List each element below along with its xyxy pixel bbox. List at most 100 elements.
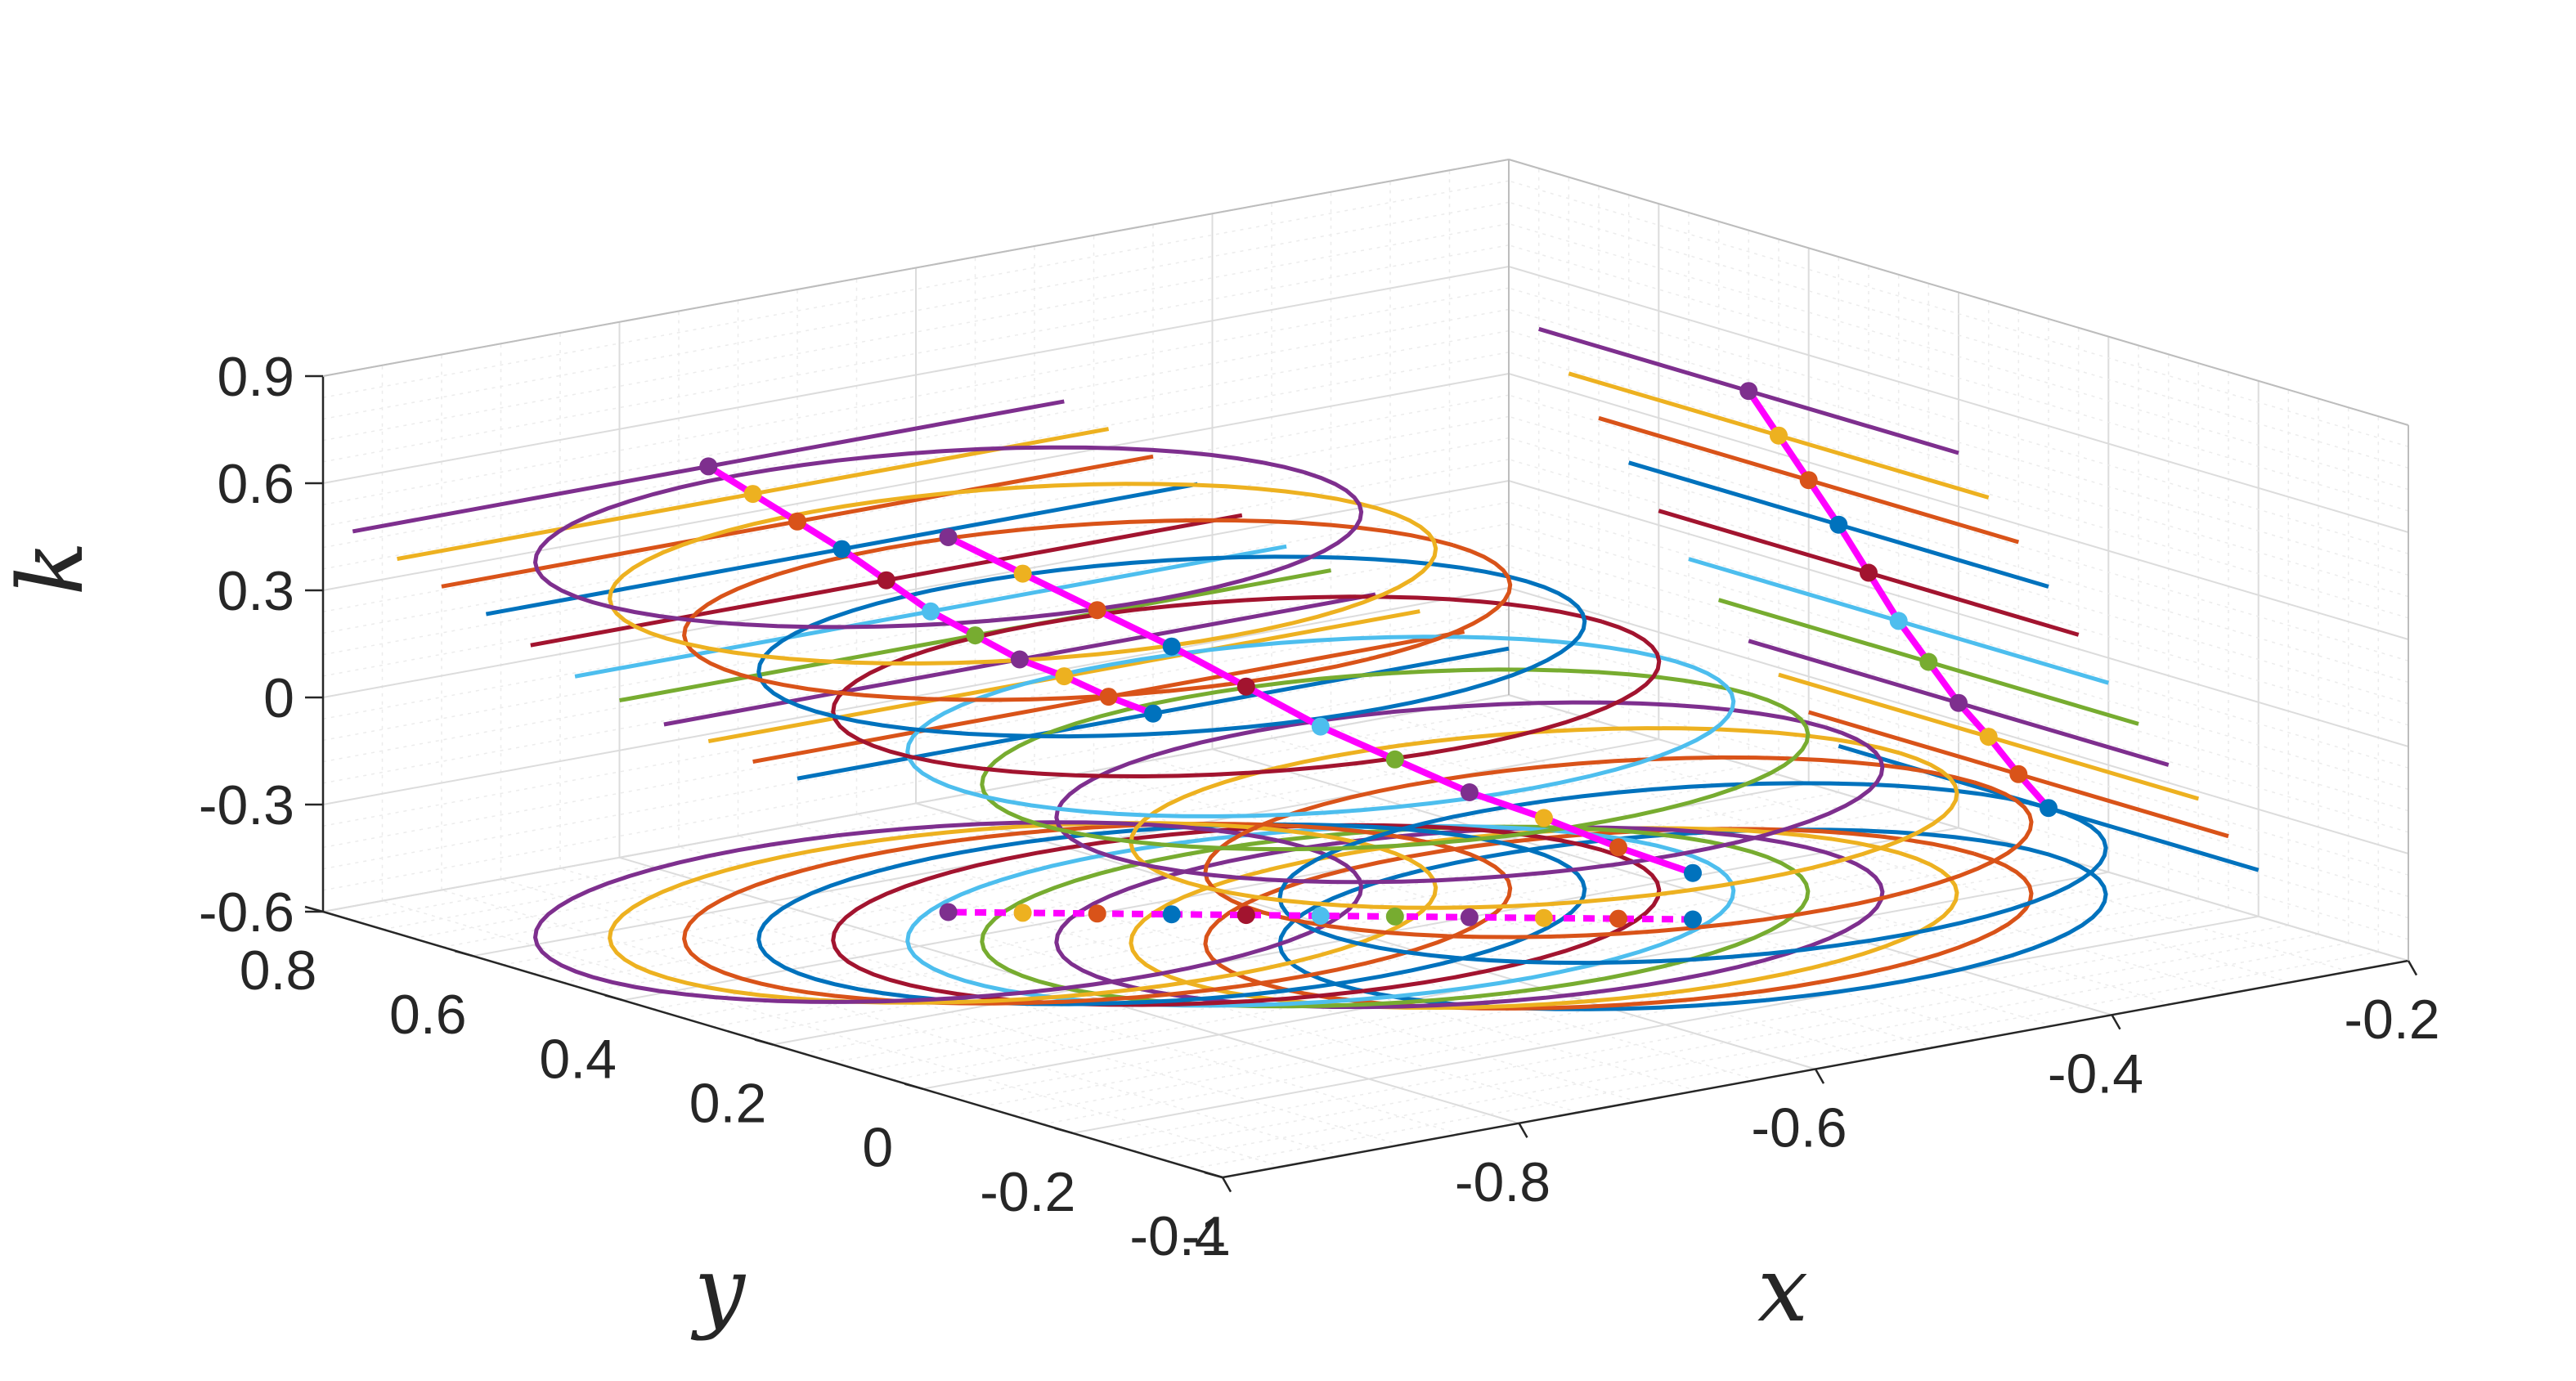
wall-x-minor-z bbox=[1508, 651, 2409, 919]
center-point bbox=[1609, 838, 1627, 857]
wall-x-minor-z bbox=[1508, 522, 2409, 791]
x-tick bbox=[1518, 1123, 1528, 1138]
center-point bbox=[1013, 903, 1032, 922]
y-tick bbox=[904, 1083, 923, 1090]
box-edge bbox=[322, 159, 1510, 377]
y-tick bbox=[754, 1038, 774, 1046]
wall-x-grid-z bbox=[1508, 373, 2409, 640]
center-point bbox=[2009, 764, 2028, 783]
z-axis-label: k bbox=[0, 541, 103, 596]
z-tick-label: 0.9 bbox=[217, 346, 294, 408]
wall-x-minor-z bbox=[1508, 308, 2409, 576]
y-tick-label: -0.4 bbox=[1129, 1205, 1225, 1267]
y-tick-label: 0 bbox=[862, 1117, 893, 1179]
y-axis-label: y bbox=[690, 1237, 747, 1342]
wall-x-minor-z bbox=[1508, 630, 2409, 898]
series-curve bbox=[1054, 700, 1885, 885]
center-point bbox=[1013, 564, 1032, 583]
center-point bbox=[1889, 612, 1908, 630]
center-point bbox=[1950, 693, 1968, 712]
center-point bbox=[966, 626, 985, 645]
y-tick-label: -0.2 bbox=[980, 1161, 1075, 1223]
series-curve bbox=[608, 482, 1438, 666]
y-tick bbox=[1204, 1171, 1223, 1179]
wall-x-minor-z bbox=[1508, 330, 2409, 598]
wall-x-grid-z bbox=[1508, 480, 2409, 747]
y-tick-label: 0.2 bbox=[689, 1073, 767, 1135]
box-edge bbox=[1508, 159, 2409, 426]
wall-x-grid-z bbox=[1508, 694, 2409, 962]
z-tick-label: 0.3 bbox=[217, 560, 294, 622]
x-tick-label: -1 bbox=[1182, 1205, 1231, 1267]
y-tick bbox=[604, 994, 624, 1002]
center-point bbox=[1055, 667, 1074, 686]
center-point bbox=[939, 528, 958, 546]
x-tick bbox=[2407, 960, 2418, 976]
floor-projection-curve bbox=[532, 820, 1364, 1004]
floor-grid-y bbox=[772, 827, 1959, 1046]
center-point bbox=[1534, 809, 1553, 827]
y-tick bbox=[454, 949, 473, 957]
z-tick-label: 0.6 bbox=[217, 453, 294, 515]
center-point bbox=[1799, 471, 1818, 490]
center-point bbox=[1311, 907, 1330, 925]
center-point bbox=[1829, 515, 1848, 534]
wall-x-grid-z bbox=[1508, 587, 2409, 854]
floor-grid-y bbox=[1072, 915, 2259, 1134]
center-point bbox=[743, 485, 762, 504]
center-point bbox=[1162, 905, 1181, 924]
center-point bbox=[788, 512, 806, 531]
tick-labels: -1-0.8-0.6-0.4-0.2-0.4-0.200.20.40.60.8-… bbox=[199, 346, 2440, 1267]
series-curve bbox=[682, 518, 1513, 702]
wall-x-minor-z bbox=[1508, 287, 2409, 554]
center-point bbox=[1385, 750, 1404, 769]
center-point bbox=[1860, 563, 1878, 582]
wall-x-minor-z bbox=[1508, 673, 2409, 940]
wall-x-minor-z bbox=[1508, 352, 2409, 619]
wall-x-minor-z bbox=[1508, 415, 2409, 684]
center-point bbox=[832, 540, 851, 558]
y-tick-label: 0.4 bbox=[539, 1028, 617, 1090]
z-tick-label: 0 bbox=[263, 667, 294, 729]
wall-y-grid-z bbox=[322, 373, 1510, 591]
y-tick-label: 0.8 bbox=[240, 939, 317, 1002]
center-point bbox=[1979, 728, 1998, 747]
y-tick bbox=[1054, 1127, 1074, 1135]
wall-x-minor-z bbox=[1508, 437, 2409, 705]
x-axis-label: x bbox=[1757, 1237, 1808, 1342]
center-point bbox=[1460, 908, 1479, 926]
wall-x-minor-z bbox=[1508, 180, 2409, 447]
center-point bbox=[1144, 704, 1162, 723]
wall-x-minor-z bbox=[1508, 459, 2409, 726]
center-point bbox=[1162, 637, 1181, 656]
z-tick-label: -0.3 bbox=[199, 774, 294, 836]
x-tick bbox=[1221, 1177, 1232, 1193]
center-point bbox=[1739, 382, 1758, 401]
grid-lines bbox=[322, 159, 2409, 1178]
axes-box bbox=[304, 159, 2418, 1193]
center-point bbox=[1099, 688, 1118, 706]
wall-x-minor-z bbox=[1508, 201, 2409, 469]
series-curve bbox=[905, 634, 1736, 818]
x-tick-label: -0.2 bbox=[2344, 989, 2439, 1051]
center-point bbox=[2040, 799, 2058, 818]
series-curve bbox=[1277, 781, 2108, 966]
wall-x-minor-z bbox=[1508, 608, 2409, 876]
center-point bbox=[877, 571, 895, 590]
x-tick-label: -0.4 bbox=[2048, 1042, 2143, 1105]
wall-x-minor-z bbox=[1508, 501, 2409, 769]
center-point bbox=[1385, 907, 1404, 926]
series-curve bbox=[1203, 755, 2034, 939]
center-point bbox=[1088, 904, 1106, 923]
wall-x-minor-z bbox=[1508, 244, 2409, 512]
center-point bbox=[1088, 601, 1106, 620]
wall-y-grid-z bbox=[322, 694, 1510, 912]
x-tick bbox=[2111, 1014, 2121, 1030]
center-point bbox=[1684, 910, 1702, 929]
x-tick bbox=[1814, 1068, 1825, 1084]
center-point bbox=[1919, 652, 1938, 671]
center-point bbox=[1684, 863, 1702, 882]
center-point bbox=[1010, 650, 1029, 669]
center-point bbox=[1236, 906, 1255, 925]
